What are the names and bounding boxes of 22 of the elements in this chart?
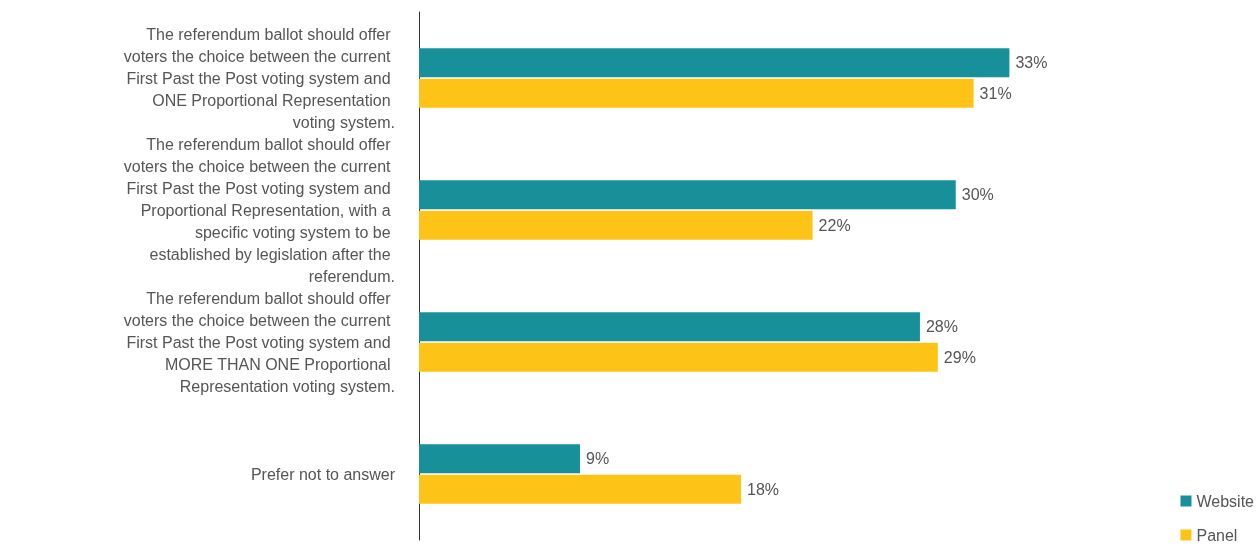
data-label: 18% — [747, 480, 780, 498]
bar — [419, 78, 974, 108]
bar — [419, 180, 956, 210]
legend-label: Panel — [1196, 526, 1238, 544]
data-label: 22% — [818, 216, 851, 234]
data-label: 9% — [586, 450, 610, 468]
data-label: 33% — [1015, 54, 1048, 72]
bar — [419, 474, 742, 504]
bar — [419, 312, 920, 342]
bar — [419, 444, 581, 474]
data-label: 29% — [943, 348, 976, 366]
legend-label: Website — [1196, 492, 1255, 510]
data-label: 28% — [925, 318, 958, 336]
y-tick-label: Prefer not to answer — [250, 465, 396, 483]
data-label: 30% — [961, 186, 994, 204]
y-tick-label: The referendum ballot should offer voters the choice between the current First Past the Post voting system and MORE THAN ONE Proportional Representation voting system. — [123, 289, 395, 395]
bar — [419, 48, 1010, 78]
y-tick-label: The referendum ballot should offer voters the choice between the current First Past the Post voting system and Proportional Representation, with a specific voting system to be established by legislation after the referendum. — [123, 135, 395, 285]
bar — [419, 342, 938, 372]
data-label: 31% — [979, 84, 1012, 102]
bar — [419, 210, 813, 240]
y-tick-label: The referendum ballot should offer voters the choice between the current First Past the Post voting system and ONE Proportional Representation voting system. — [123, 25, 395, 131]
